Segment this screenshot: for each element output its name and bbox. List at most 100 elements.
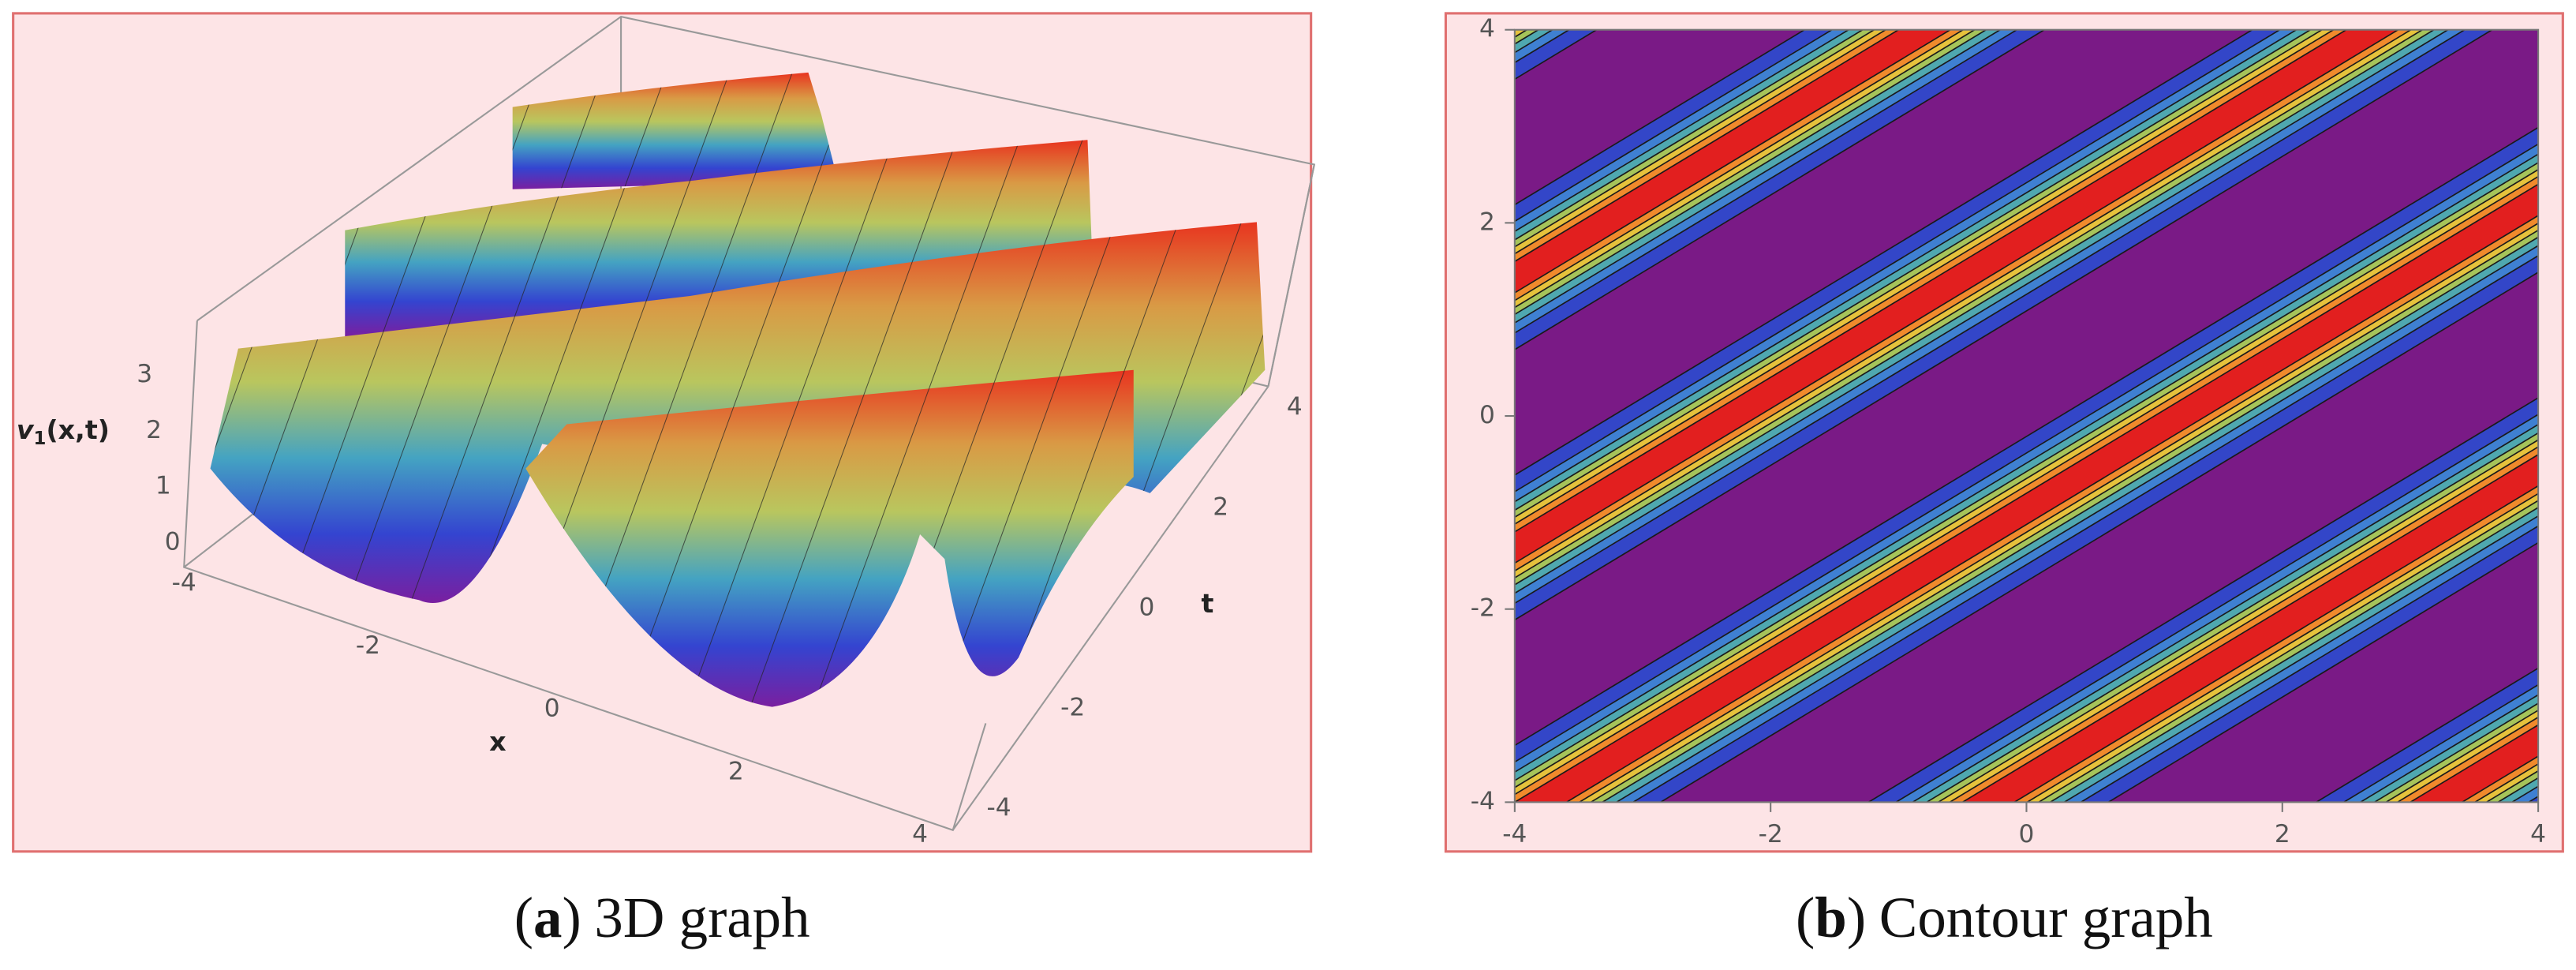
y-tick-label: 4	[1479, 15, 1495, 43]
contour-plot	[1514, 29, 2539, 803]
x-tick-label: 4	[2530, 820, 2546, 848]
contour-line	[1514, 29, 2282, 492]
contour-line	[1514, 29, 2466, 605]
contour-line	[1514, 162, 2539, 781]
caption-suffix: )	[1847, 886, 1866, 949]
contour-line	[1514, 29, 2324, 519]
caption-label: b	[1815, 886, 1847, 949]
z-symbol: v	[17, 414, 35, 444]
contour-line	[2409, 724, 2539, 803]
panel-a-labels: x t v1(x,t)	[17, 414, 1214, 757]
y-tick-label: 0	[1479, 401, 1495, 429]
x-tick-label: 4	[912, 820, 928, 848]
z-subscript: 1	[34, 429, 47, 449]
t-tick-label: 4	[1287, 393, 1303, 421]
contour-band	[1514, 29, 2539, 746]
contour-line	[2396, 716, 2539, 803]
x-tick-label: -2	[1759, 820, 1783, 848]
contour-line	[1514, 29, 1850, 233]
contour-line	[2037, 500, 2539, 803]
contour-line	[1514, 29, 1952, 294]
contour-line	[1911, 423, 2539, 803]
contour-line	[1514, 29, 1988, 316]
contour-line	[1961, 454, 2539, 803]
contour-line	[1514, 168, 2539, 788]
contour-line	[1514, 29, 2494, 621]
caption-label: a	[533, 886, 562, 949]
contour-line	[1514, 29, 1876, 248]
contour-line	[1514, 29, 2436, 586]
contour-line	[1659, 272, 2539, 803]
x-tick-label: 0	[544, 695, 560, 723]
x-tick-label: -4	[1502, 820, 1527, 848]
contour-line	[1514, 29, 1834, 223]
contour-line	[1925, 432, 2539, 803]
x-tick-label: -4	[172, 568, 196, 597]
t-tick-label: -2	[1060, 694, 1085, 722]
contour-line	[1514, 126, 2539, 747]
contour-line	[1514, 29, 2348, 533]
contour-line	[2013, 485, 2539, 803]
contour-line	[1514, 29, 1806, 206]
z-tick-label: 3	[136, 360, 152, 388]
contour-line	[1565, 215, 2539, 803]
contour-band	[1514, 154, 2539, 781]
contour-line	[1514, 29, 1900, 263]
contour-line	[2107, 541, 2539, 803]
caption-text: Contour graph	[1879, 886, 2213, 949]
contour-line	[1514, 143, 2539, 763]
contour-line	[2342, 683, 2539, 803]
t-tick-label: 0	[1138, 594, 1154, 622]
contour-line	[1601, 236, 2539, 803]
z-axis-label: v1(x,t)	[17, 414, 110, 448]
contour-line	[1514, 29, 2413, 572]
contour-line	[1948, 446, 2539, 803]
contour-line	[2384, 709, 2539, 803]
y-tick-label: -2	[1471, 594, 1495, 623]
contour-band	[1514, 176, 2539, 803]
contour-line	[1615, 245, 2539, 803]
t-tick-label: -4	[986, 794, 1011, 822]
contour-line	[1514, 29, 1887, 255]
contour-line	[1578, 222, 2539, 803]
z-tick-label: 0	[165, 527, 181, 556]
contour-line	[2048, 507, 2539, 803]
contour-line	[1894, 414, 2539, 803]
x-axis-label: x	[489, 726, 506, 757]
y-tick-label: 2	[1479, 208, 1495, 236]
contour-band	[1514, 127, 2539, 762]
z-args: (x,t)	[46, 414, 109, 444]
contour-line	[1632, 254, 2539, 803]
y-tick-label: -4	[1471, 787, 1495, 815]
contour-line	[1514, 29, 2450, 594]
caption-prefix: (	[514, 886, 533, 949]
contour-band	[1514, 144, 2539, 773]
contour-line	[2062, 515, 2539, 803]
contour-line	[1514, 29, 2002, 324]
contour-line	[1514, 153, 2539, 773]
contour-band	[1514, 169, 2539, 795]
caption-text: 3D graph	[594, 886, 809, 949]
x-tick-label: 0	[2019, 820, 2035, 848]
z-tick-label: 2	[146, 416, 162, 444]
caption-a: (a) 3D graph	[514, 886, 810, 949]
x-tick-label: 2	[728, 757, 744, 785]
contour-line	[2079, 525, 2539, 803]
contour-line	[1936, 439, 2539, 803]
contour-line	[1514, 29, 2298, 503]
contour-line	[1514, 29, 2254, 476]
contour-line	[1514, 29, 2400, 564]
caption-suffix: )	[562, 886, 581, 949]
contour-line	[1514, 29, 2424, 579]
contour-line	[2025, 492, 2539, 803]
x-tick-label: -2	[356, 631, 380, 660]
contour-line	[1514, 29, 2335, 526]
t-axis-label: t	[1202, 588, 1214, 619]
contour-band	[1514, 163, 2539, 788]
z-tick-label: 1	[155, 472, 171, 500]
t-tick-label: 2	[1213, 493, 1228, 522]
contour-line	[1867, 397, 2539, 803]
contour-line	[1514, 29, 1965, 301]
contour-line	[2372, 702, 2539, 803]
